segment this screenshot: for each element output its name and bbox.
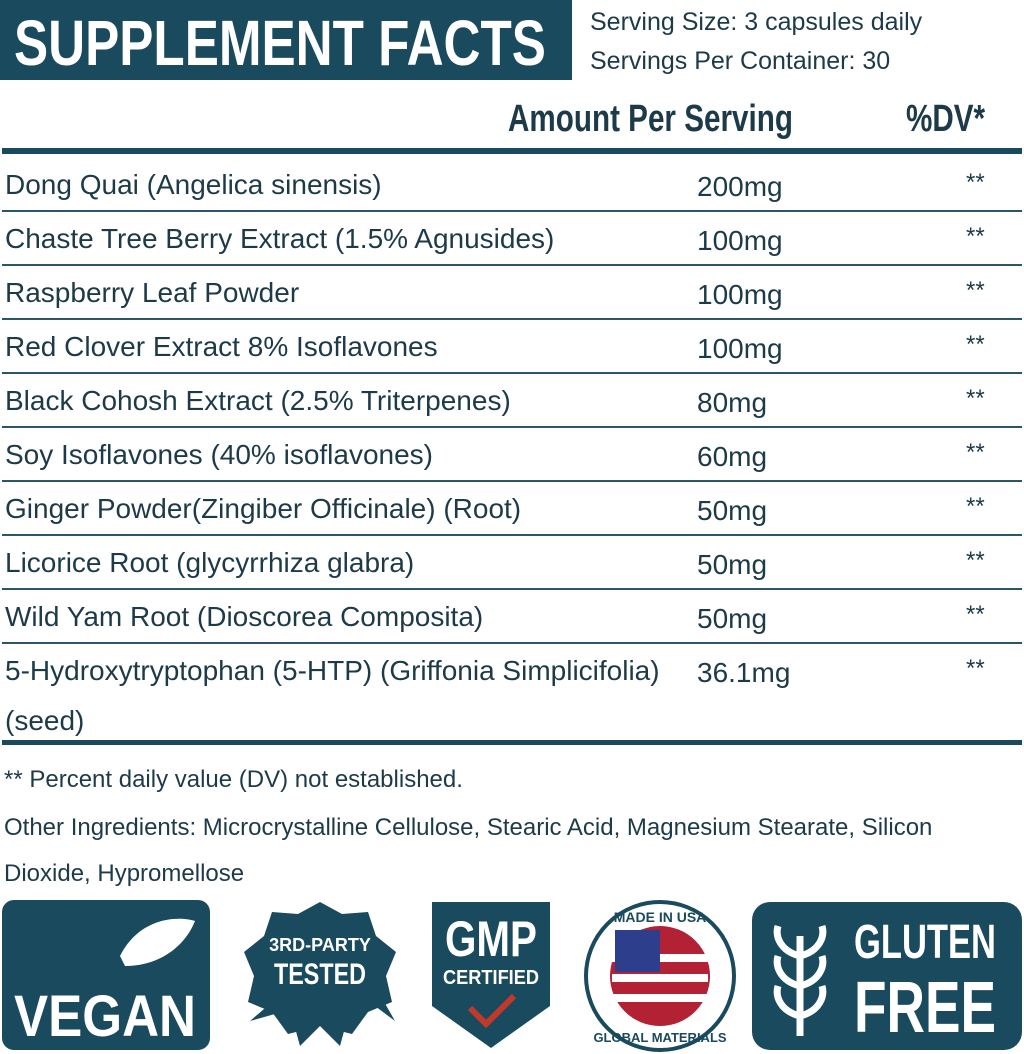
row-divider [2, 534, 1022, 536]
ingredient-name: Ginger Powder(Zingiber Officinale) (Root… [5, 493, 522, 524]
badge-text: TESTED [274, 958, 366, 991]
row-divider [2, 588, 1022, 590]
amount: 60mg [697, 441, 768, 472]
gmp-badge: GMP CERTIFIED [432, 902, 550, 1048]
row-divider [2, 264, 1022, 266]
serving-size: Serving Size: 3 capsules daily [590, 8, 923, 36]
badge-text: GLUTEN [854, 916, 996, 969]
amount: 50mg [697, 603, 768, 634]
badge-text: VEGAN [14, 984, 196, 1049]
daily-value: ** [966, 439, 985, 466]
badge-text: 3RD-PARTY [269, 935, 371, 955]
row-divider [2, 642, 1022, 644]
daily-value: ** [966, 385, 985, 412]
ingredient-name: Chaste Tree Berry Extract (1.5% Agnuside… [5, 223, 555, 254]
ingredient-name: 5-Hydroxytryptophan (5-HTP) (Griffonia S… [5, 655, 660, 736]
badge-text: MADE IN USA [614, 909, 707, 925]
badge-text: CERTIFIED [443, 967, 539, 989]
ingredient-name: Raspberry Leaf Powder [5, 277, 300, 308]
rule-thick [2, 148, 1022, 154]
daily-value: ** [966, 493, 985, 520]
ingredient-name: Soy Isoflavones (40% isoflavones) [5, 439, 433, 470]
daily-value: ** [966, 601, 985, 628]
ingredient-name: Wild Yam Root (Dioscorea Composita) [5, 601, 484, 632]
flag-canton [615, 930, 660, 972]
other-ingredients: Other Ingredients: Microcrystalline Cell… [4, 814, 933, 887]
wheat-icon [773, 924, 827, 1036]
badge-text: FREE [854, 968, 996, 1048]
row-divider [2, 318, 1022, 320]
tested-badge: 3RD-PARTY TESTED [244, 902, 396, 1046]
daily-value: ** [966, 277, 985, 304]
title: SUPPLEMENT FACTS [14, 7, 546, 79]
servings-per-container: Servings Per Container: 30 [590, 47, 891, 75]
daily-value: ** [966, 331, 985, 358]
amount: 50mg [697, 549, 768, 580]
flag-stripe [612, 974, 708, 982]
daily-value: ** [966, 655, 985, 682]
amount: 80mg [697, 387, 768, 418]
row-divider [2, 426, 1022, 428]
leaf-icon [120, 918, 195, 966]
seal [244, 902, 396, 1034]
badge-text: GMP [445, 911, 537, 967]
flag-stripe [612, 994, 708, 1002]
usa-badge: MADE IN USA GLOBAL MATERIALS [584, 900, 736, 1052]
row-divider [2, 372, 1022, 374]
ingredient-name: Dong Quai (Angelica sinensis) [5, 169, 382, 200]
row-divider [2, 210, 1022, 212]
amount: 100mg [697, 225, 783, 256]
column-header: %DV* [906, 98, 986, 140]
check [467, 993, 517, 1029]
rule-thick [2, 740, 1022, 745]
ingredient-name: Black Cohosh Extract (2.5% Triterpenes) [5, 385, 511, 416]
amount: 200mg [697, 171, 783, 202]
amount: 36.1mg [697, 657, 791, 688]
amount: 50mg [697, 495, 768, 526]
daily-value: ** [966, 169, 985, 196]
badges: VEGAN 3RD-PARTY TESTED GMP CERTIFIED MAD… [2, 900, 1022, 1052]
daily-value: ** [966, 223, 985, 250]
gluten-free-badge: GLUTEN FREE [752, 902, 1022, 1050]
amount: 100mg [697, 333, 783, 364]
row-divider [2, 480, 1022, 482]
column-header: Amount Per Serving [508, 98, 793, 140]
daily-value: ** [966, 547, 985, 574]
ingredient-name: Red Clover Extract 8% Isoflavones [5, 331, 438, 362]
footnote: ** Percent daily value (DV) not establis… [4, 766, 463, 793]
shield [432, 902, 550, 1048]
vegan-badge: VEGAN [2, 900, 210, 1050]
title-bar [0, 0, 572, 80]
badge-text: GLOBAL MATERIALS [593, 1030, 726, 1045]
amount: 100mg [697, 279, 783, 310]
ingredient-name: Licorice Root (glycyrrhiza glabra) [5, 547, 415, 578]
